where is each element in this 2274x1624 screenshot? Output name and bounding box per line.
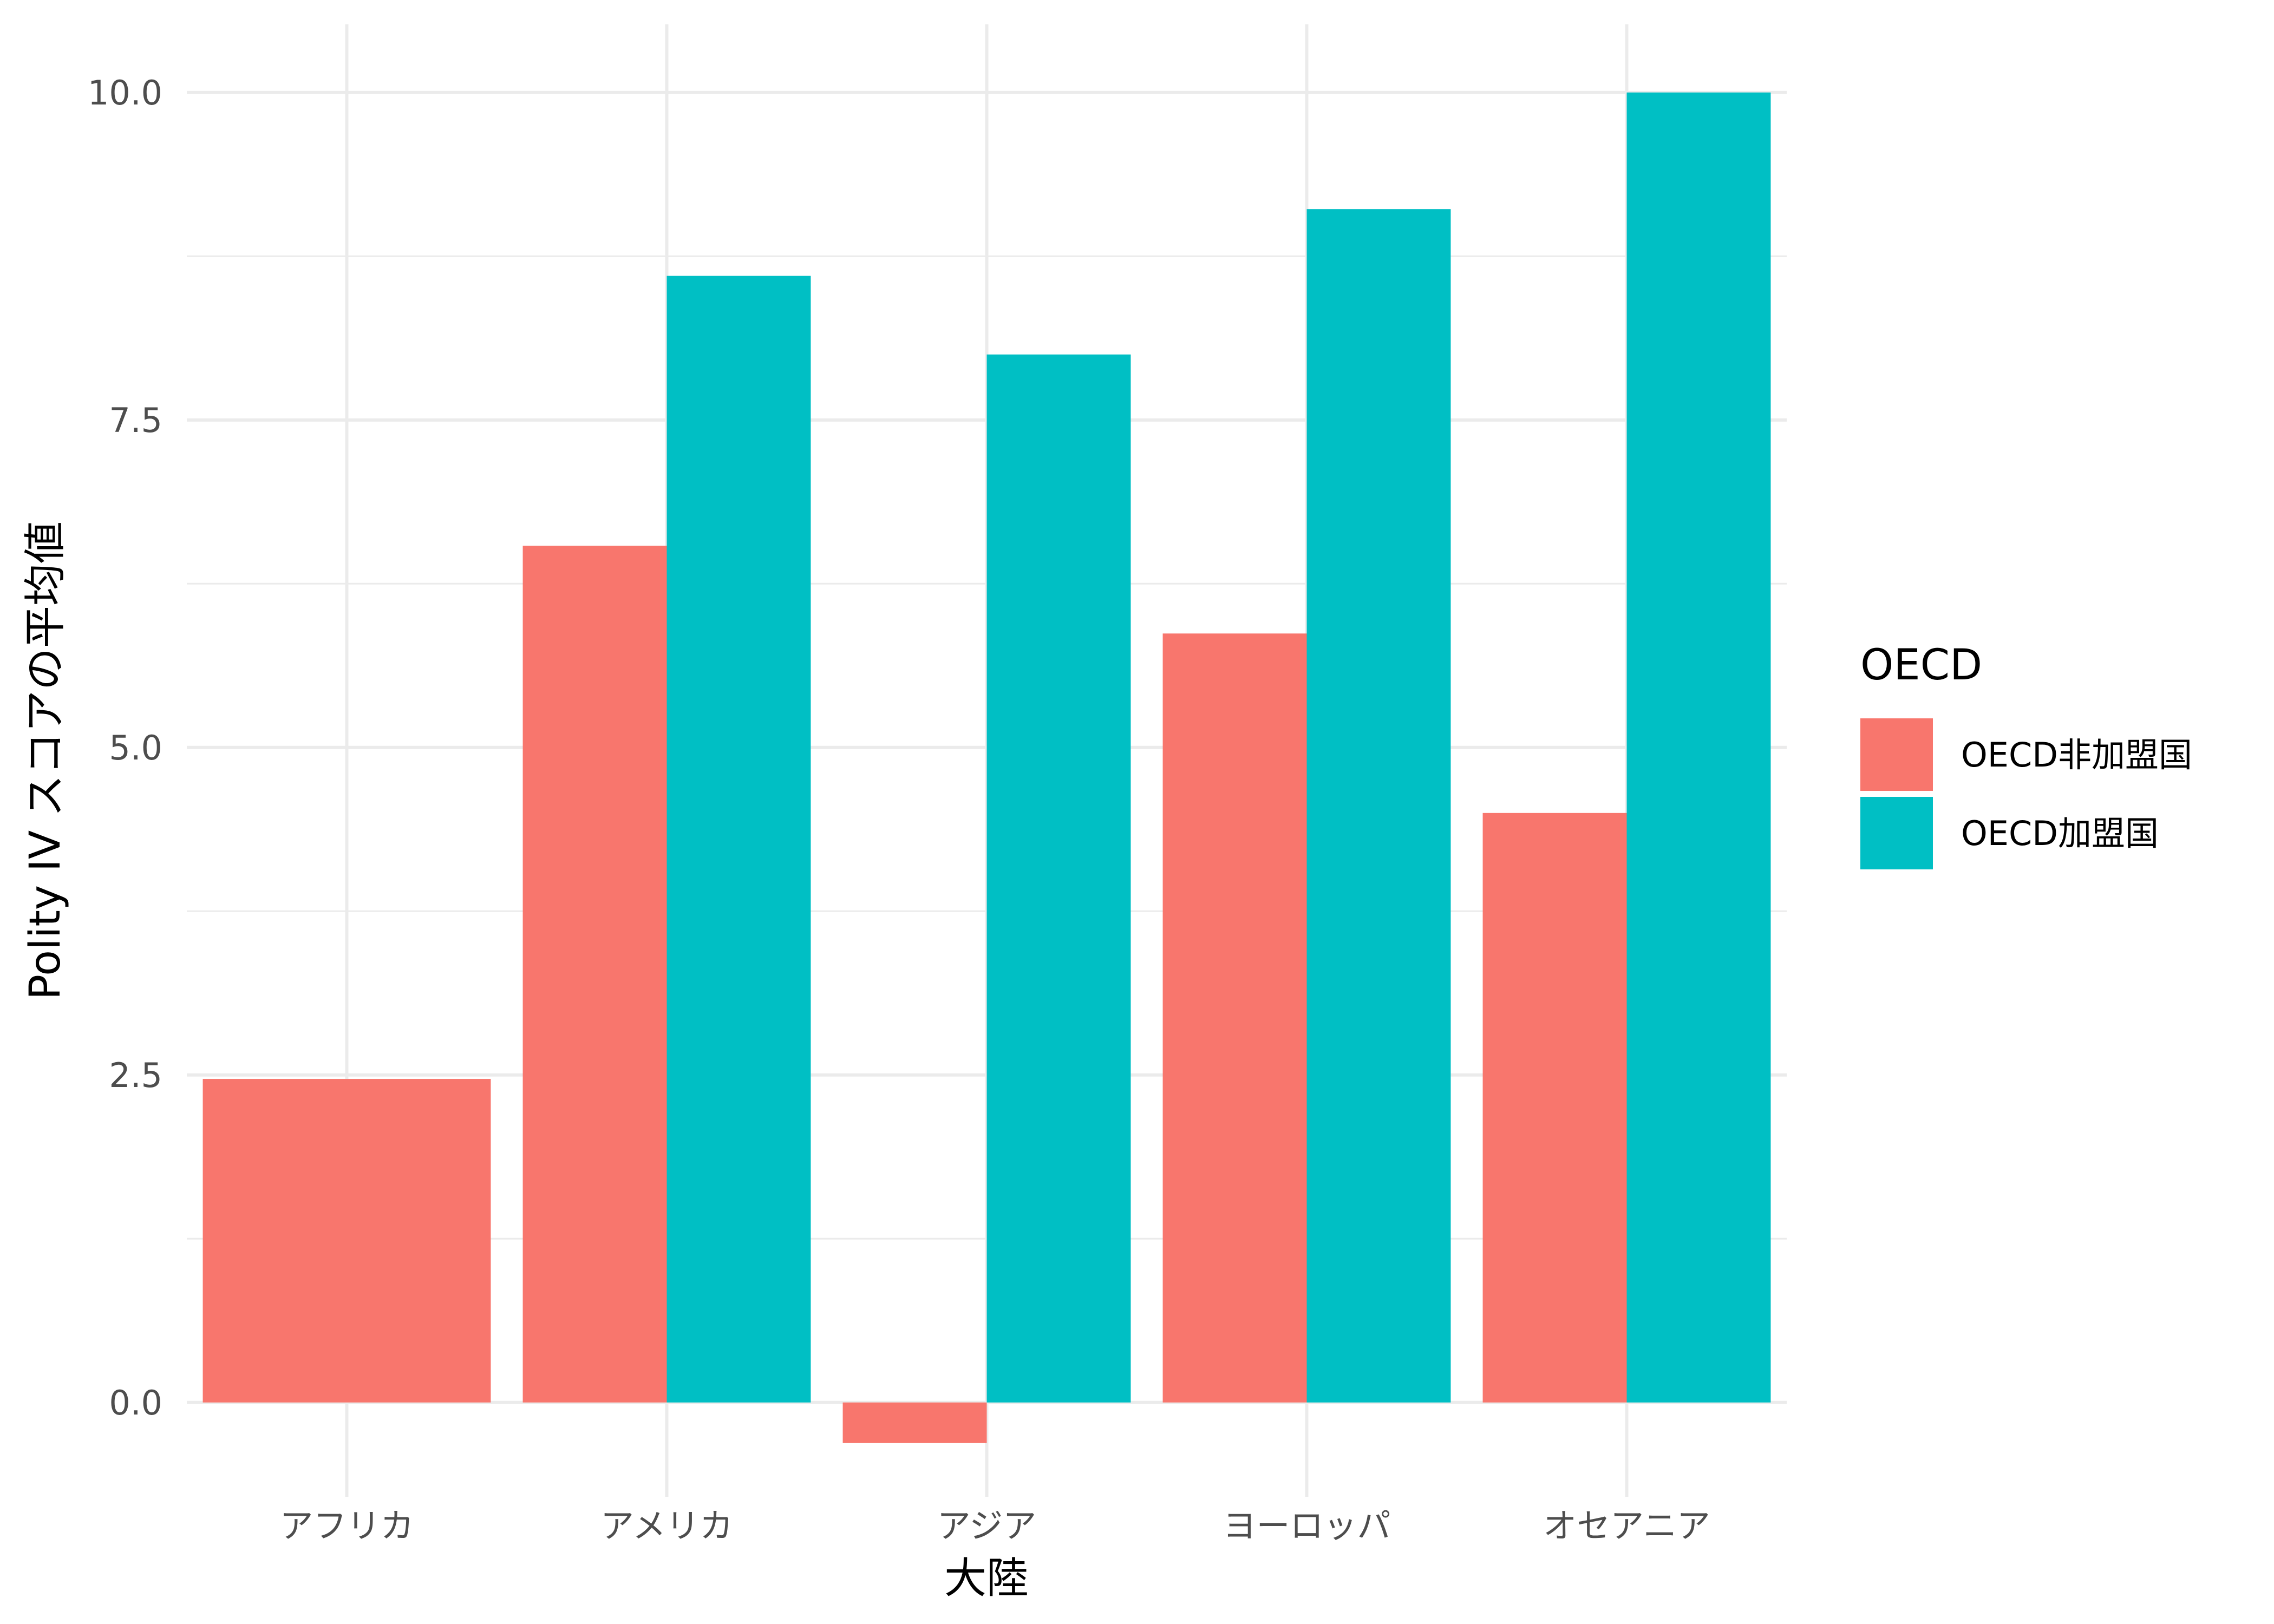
x-axis-ticks: アフリカ アメリカ アジア ヨーロッパ オセアニア <box>279 1506 1710 1546</box>
legend-label: OECD加盟国 <box>1961 814 2159 853</box>
bar-member-2 <box>986 354 1131 1403</box>
legend-key-member <box>1860 797 1933 869</box>
y-tick-label: 10.0 <box>88 73 162 113</box>
bar-non-member-2 <box>842 1402 987 1443</box>
x-tick-label: アジア <box>937 1506 1037 1546</box>
bar-member-4 <box>1626 92 1771 1403</box>
x-tick-label: オセアニア <box>1543 1506 1710 1546</box>
x-tick-label: アフリカ <box>279 1506 414 1546</box>
y-tick-label: 7.5 <box>109 401 162 440</box>
legend-items: OECD非加盟国 OECD加盟国 <box>1860 718 2192 869</box>
bars <box>202 92 1771 1443</box>
bar-non-member-0 <box>202 1079 491 1403</box>
y-axis-ticks: 0.0 2.5 5.0 7.5 10.0 <box>88 73 162 1423</box>
x-tick-label: アメリカ <box>600 1506 733 1546</box>
y-axis-title: Polity IV スコアの平均値 <box>21 521 70 1000</box>
bar-member-3 <box>1306 209 1451 1403</box>
legend-key-non-member <box>1860 718 1933 791</box>
legend-label: OECD非加盟国 <box>1961 735 2192 775</box>
x-tick-label: ヨーロッパ <box>1223 1506 1390 1546</box>
legend: OECD OECD非加盟国 OECD加盟国 <box>1860 641 2192 869</box>
bar-non-member-4 <box>1482 813 1627 1403</box>
bar-member-1 <box>666 276 811 1403</box>
bar-non-member-1 <box>522 546 667 1403</box>
bar-non-member-3 <box>1162 633 1307 1403</box>
y-tick-label: 0.0 <box>109 1383 162 1423</box>
legend-title: OECD <box>1860 641 1982 690</box>
x-axis-title: 大陸 <box>944 1554 1029 1603</box>
y-tick-label: 2.5 <box>109 1056 162 1095</box>
y-tick-label: 5.0 <box>109 728 162 768</box>
